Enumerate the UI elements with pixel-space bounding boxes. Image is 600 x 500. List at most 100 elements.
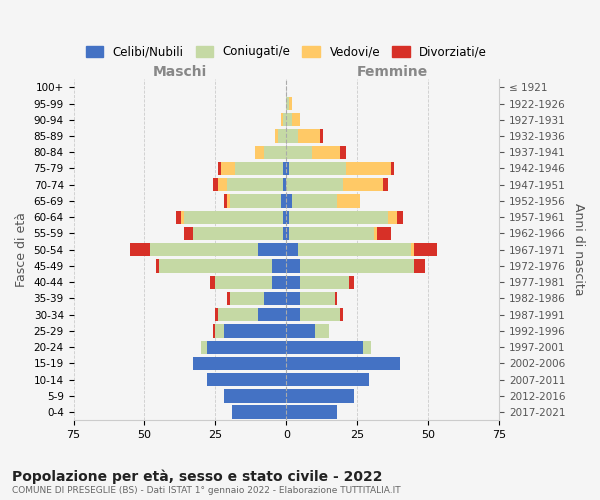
Bar [314,324,329,338]
Bar [224,324,286,338]
Bar [227,292,230,305]
Bar [263,292,286,305]
Bar [227,194,230,207]
Bar [283,162,286,175]
Bar [292,194,337,207]
Bar [258,308,286,322]
Bar [275,130,278,142]
Bar [286,260,301,272]
Bar [388,210,397,224]
Text: Popolazione per età, sesso e stato civile - 2022: Popolazione per età, sesso e stato civil… [12,469,383,484]
Bar [283,210,286,224]
Bar [292,113,301,126]
Bar [235,162,283,175]
Bar [286,97,289,110]
Bar [320,130,323,142]
Bar [289,227,374,240]
Bar [224,390,286,402]
Bar [281,113,283,126]
Bar [176,210,181,224]
Bar [263,146,286,159]
Bar [210,276,215,289]
Bar [286,130,298,142]
Bar [227,178,283,192]
Bar [340,308,343,322]
Bar [130,243,150,256]
Bar [272,260,286,272]
Bar [212,178,218,192]
Bar [363,340,371,354]
Bar [258,243,286,256]
Bar [346,162,391,175]
Bar [158,260,272,272]
Bar [301,260,414,272]
Bar [286,373,368,386]
Bar [286,308,301,322]
Bar [193,357,286,370]
Bar [207,373,286,386]
Bar [281,194,286,207]
Bar [201,340,207,354]
Bar [193,227,283,240]
Bar [286,406,337,419]
Bar [215,276,272,289]
Bar [255,146,263,159]
Bar [181,210,184,224]
Text: COMUNE DI PRESEGLIE (BS) - Dati ISTAT 1° gennaio 2022 - Elaborazione TUTTITALIA.: COMUNE DI PRESEGLIE (BS) - Dati ISTAT 1°… [12,486,401,495]
Bar [283,178,286,192]
Bar [215,324,224,338]
Bar [374,227,377,240]
Bar [301,276,349,289]
Bar [286,292,301,305]
Text: Femmine: Femmine [357,65,428,79]
Bar [286,227,289,240]
Bar [283,113,286,126]
Bar [414,243,437,256]
Bar [343,178,383,192]
Bar [232,406,286,419]
Bar [230,292,263,305]
Bar [383,178,388,192]
Bar [224,194,227,207]
Bar [411,243,414,256]
Bar [289,210,388,224]
Bar [286,194,292,207]
Bar [301,292,335,305]
Bar [218,178,227,192]
Bar [221,162,235,175]
Bar [335,292,337,305]
Bar [286,390,355,402]
Bar [286,357,400,370]
Bar [312,146,340,159]
Bar [298,243,411,256]
Bar [272,276,286,289]
Bar [286,178,343,192]
Bar [184,210,283,224]
Bar [150,243,258,256]
Bar [286,324,314,338]
Bar [215,308,218,322]
Bar [301,308,340,322]
Bar [212,324,215,338]
Bar [286,210,289,224]
Bar [230,194,281,207]
Bar [337,194,360,207]
Bar [349,276,355,289]
Bar [391,162,394,175]
Bar [289,162,346,175]
Legend: Celibi/Nubili, Coniugati/e, Vedovi/e, Divorziati/e: Celibi/Nubili, Coniugati/e, Vedovi/e, Di… [81,40,492,63]
Bar [377,227,391,240]
Y-axis label: Fasce di età: Fasce di età [15,212,28,287]
Bar [286,146,312,159]
Bar [283,227,286,240]
Bar [286,113,292,126]
Text: Maschi: Maschi [153,65,207,79]
Bar [218,162,221,175]
Bar [156,260,158,272]
Bar [397,210,403,224]
Bar [207,340,286,354]
Bar [184,227,193,240]
Bar [218,308,258,322]
Bar [298,130,320,142]
Bar [340,146,346,159]
